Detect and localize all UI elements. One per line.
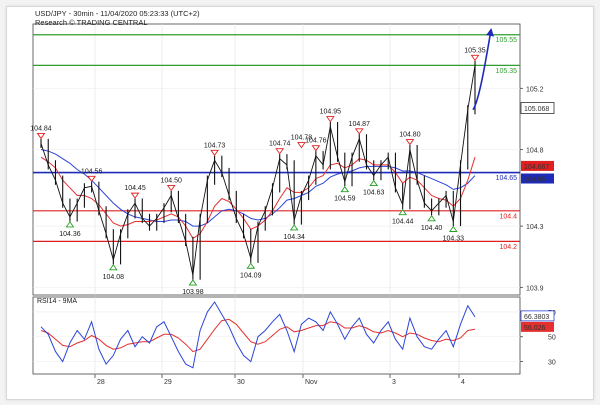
high-label: 104.56 <box>81 168 103 175</box>
rsi-ma-value-label: 56.026 <box>524 325 546 332</box>
secondary-price-box <box>521 160 554 171</box>
rsi-tick-label: 30 <box>548 360 556 367</box>
rsi-tick-label: 50 <box>548 335 556 342</box>
low-label: 104.34 <box>283 234 305 241</box>
high-marker <box>210 149 219 157</box>
high-label: 104.95 <box>320 109 342 116</box>
level-label: 104.2 <box>499 244 517 251</box>
low-label: 104.40 <box>421 225 443 232</box>
high-marker <box>87 175 96 183</box>
level-label: 104.4 <box>499 213 517 220</box>
low-label: 104.33 <box>443 236 465 243</box>
ma-slow-line <box>40 149 476 227</box>
rsi-value-box <box>520 310 555 322</box>
low-marker <box>108 264 118 271</box>
high-marker <box>311 145 321 152</box>
high-marker <box>275 148 285 155</box>
rsi-title: RSI14 - 9MA <box>37 298 77 305</box>
high-label: 104.78 <box>291 135 313 142</box>
high-marker <box>325 116 335 123</box>
high-label: 104.50 <box>160 177 182 184</box>
low-label: 104.36 <box>59 231 81 238</box>
low-marker <box>427 215 436 222</box>
low-label: 104.09 <box>240 272 262 279</box>
y-tick-label: 105.2 <box>526 86 544 93</box>
high-label: 104.45 <box>124 185 146 192</box>
y-tick-label: 104.3 <box>526 224 544 231</box>
level-label: 104.65 <box>496 175 518 182</box>
high-label: 104.76 <box>305 138 327 145</box>
low-label: 104.59 <box>334 196 356 203</box>
x-tick-label: 4 <box>461 379 465 386</box>
low-marker <box>340 185 350 193</box>
chart-title: USD/JPY - 30min - 11/04/2020 05:23:33 (U… <box>35 9 200 18</box>
high-label: 104.84 <box>30 125 52 132</box>
price-line <box>40 65 476 276</box>
forecast-arrow <box>472 28 494 111</box>
high-marker <box>297 142 306 149</box>
low-label: 104.63 <box>363 190 385 197</box>
rsi-value-label: 66.3803 <box>524 314 549 321</box>
high-marker <box>166 185 176 192</box>
rsi-line <box>40 301 476 369</box>
low-marker <box>398 208 408 216</box>
low-marker <box>289 224 299 231</box>
x-tick-label: 28 <box>97 379 105 386</box>
high-marker <box>130 192 140 199</box>
low-marker <box>188 279 198 286</box>
current-price-box <box>520 102 555 114</box>
x-tick-label: 3 <box>392 379 396 386</box>
high-label: 105.35 <box>464 47 486 54</box>
y-tick-label: 104.8 <box>526 148 544 155</box>
x-tick-label: 29 <box>164 379 172 386</box>
low-marker <box>65 221 75 228</box>
low-label: 104.08 <box>103 274 125 281</box>
level-label: 105.55 <box>496 37 518 44</box>
low-marker <box>369 179 379 187</box>
high-marker <box>405 139 415 146</box>
level-label: 105.35 <box>496 68 518 75</box>
rsi-ma-value-box <box>521 321 554 332</box>
rsi-ma-line <box>40 318 476 353</box>
high-label: 104.87 <box>349 121 371 128</box>
high-marker <box>36 132 46 140</box>
secondary-price-label: 104.667 <box>524 164 549 171</box>
current-price-label: 105.068 <box>524 106 549 113</box>
low-label: 104.44 <box>392 219 414 226</box>
level-price-box-label: 104.65 <box>524 177 546 184</box>
chart-card: 105.55 105.35 104.65 104.4 104.2 104.84 104.3… <box>6 6 594 400</box>
high-label: 104.74 <box>269 141 291 148</box>
chart-subtitle: Research © TRADING CENTRAL <box>35 18 148 27</box>
high-label: 104.80 <box>399 132 421 139</box>
price-panel <box>32 23 521 296</box>
high-marker <box>470 54 480 62</box>
level-price-box <box>521 173 554 184</box>
low-marker <box>246 262 256 269</box>
rsi-panel <box>32 296 521 375</box>
low-marker <box>448 225 458 232</box>
high-marker <box>354 128 364 135</box>
high-label: 104.73 <box>204 142 226 149</box>
x-tick-label: Nov <box>305 379 318 386</box>
low-label: 103.98 <box>182 289 204 296</box>
y-tick-label: 103.9 <box>526 285 544 292</box>
x-tick-label: 30 <box>237 379 245 386</box>
